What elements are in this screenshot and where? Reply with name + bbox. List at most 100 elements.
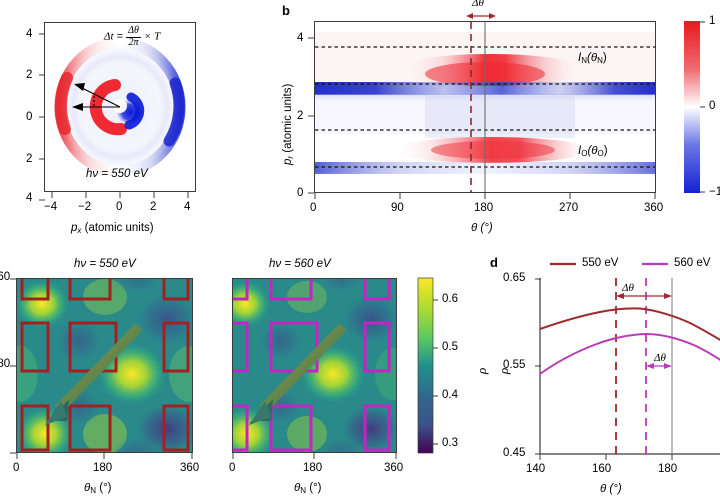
panel-b-delta-theta-label: Δθ (472, 0, 484, 9)
panel-d-ytick-045: 0.45 (503, 447, 526, 459)
panel-a-formula-eq: = (116, 30, 124, 43)
panel-b-colorbar (684, 21, 705, 193)
panel-c2-xlabel-main: θ (294, 482, 301, 494)
panel-b-heatmap (315, 22, 655, 192)
panel-b-label-IN-close: ) (602, 52, 607, 64)
panel-c-xlabel-sub: N (90, 486, 97, 495)
panel-b-label-IO-main: I (578, 145, 582, 157)
panel-c2-title: hν = 560 eV (269, 258, 331, 270)
panel-d-xtick-140: 140 (526, 463, 546, 475)
panel-a-energy-label: hν = 550 eV (86, 168, 148, 180)
panel-a-xaxis (51, 192, 189, 198)
panel-c-xtick-360: 360 (180, 462, 200, 474)
panel-b-xtick-180: 180 (474, 202, 494, 214)
panel-b-xtick-0: 0 (310, 202, 317, 214)
panel-b-ytick-4: 4 (297, 32, 304, 44)
panel-b-label-IO-argsub: O (597, 149, 604, 158)
panel-a-xtick-0: −4 (44, 201, 58, 213)
panel-c2: hν = 560 eV (229, 250, 412, 504)
panel-c-ytick-180: 180 (0, 358, 11, 370)
panel-c2-xaxis (232, 453, 397, 459)
panel-d-letter: d (490, 255, 498, 270)
panel-b-label-IN-argsub: N (597, 56, 603, 65)
panel-c-ytick-360: 360 (0, 271, 11, 283)
panel-d-legend-swatch-550 (550, 262, 576, 266)
panel-d-curve-560 (539, 332, 720, 375)
rho-cbar-tick-05: 0.5 (442, 341, 458, 353)
panel-d-delta-theta-label-2: Δθ (654, 352, 666, 364)
panel-a-xlabel-main: p (71, 222, 78, 234)
panel-a-yaxis (39, 33, 45, 201)
panel-b-cbar-tick-m1: −1 (709, 186, 720, 198)
panel-a-xtick-3: 2 (150, 201, 157, 213)
panel-b-letter: b (282, 3, 290, 18)
panel-b-label-IN: IN(θN) (578, 52, 607, 65)
panel-d-legend-swatch-560 (642, 262, 668, 266)
panel-b-xlabel: θ (°) (471, 222, 493, 234)
panel-c2-heatmap (233, 279, 396, 452)
panel-b-xtick-90: 90 (391, 202, 404, 214)
panel-c-heatmap (17, 279, 192, 452)
panel-a: Δt = Δθ 2π × T hν = 550 eV 4 2 0 2 4 (0, 0, 268, 250)
panel-a-xtick-4: 4 (184, 201, 191, 213)
panel-c-yaxis (10, 278, 16, 454)
panel-c2-arrow-group (249, 323, 347, 425)
panel-c: hν = 550 eV (0, 250, 232, 504)
panel-c2-plot-frame (232, 278, 397, 453)
panel-a-heatmap (54, 37, 186, 177)
panel-b-delta-theta-arrow (466, 13, 496, 19)
panel-b-ylabel: pr (atomic units) (282, 84, 295, 165)
panel-b: b (268, 0, 720, 250)
panel-c2-xtick-180: 180 (303, 462, 323, 474)
panel-d-xlabel: θ (°) (600, 483, 622, 495)
panel-d-yaxis (535, 278, 541, 455)
rho-cbar-tick-03: 0.3 (442, 437, 458, 449)
panel-d-legend-label-550: 550 eV (582, 257, 619, 269)
panel-b-ylabel-sub: r (286, 155, 295, 159)
panel-a-ytick-4: 4 (26, 192, 33, 204)
panel-c2-xlabel: θN (°) (294, 482, 322, 495)
panel-b-label-IO-close: ) (603, 145, 608, 157)
rho-cbar-tick-04: 0.4 (442, 389, 458, 401)
panel-b-label-IO: IO(θO) (578, 145, 608, 158)
panel-c2-xtick-0: 0 (229, 462, 236, 474)
panel-a-ytick-0: 4 (26, 28, 33, 40)
panel-c2-xtick-360: 360 (384, 462, 404, 474)
panel-d-delta-arrow-1 (616, 293, 672, 299)
panel-b-ytick-0: 0 (297, 187, 304, 199)
panel-c-xtick-0: 0 (13, 462, 20, 474)
panel-c-xlabel-units: (°) (99, 482, 112, 494)
panel-a-xlabel-units: (atomic units) (84, 222, 154, 234)
panel-a-ytick-2: 0 (26, 111, 33, 123)
panel-b-label-IO-sub: O (581, 149, 588, 158)
panel-b-xaxis (314, 193, 656, 199)
panel-b-ylabel-main: p (282, 158, 294, 165)
panel-c2-xlabel-units: (°) (309, 482, 322, 494)
panel-d-ylabel: ρ (496, 367, 511, 374)
panel-b-xtick-270: 270 (559, 202, 579, 214)
panel-a-xlabel-sub: x (77, 226, 82, 235)
panel-a-xtick-1: −2 (78, 201, 92, 213)
panel-d-ytick-065: 0.65 (503, 272, 526, 284)
panel-d-curve-550 (539, 307, 720, 341)
panel-d-ytick-055: 0.55 (503, 359, 526, 371)
panel-b-cbar-tick-0: 0 (709, 100, 716, 112)
panel-a-formula-numerator: Δθ (126, 25, 141, 38)
panel-d-delta-arrow-2 (646, 363, 672, 369)
panel-c-arrow-group (45, 323, 143, 425)
panel-d: d 550 eV 560 eV (482, 250, 720, 504)
panel-a-formula-times: × T (143, 30, 161, 43)
panel-c-plot-frame (16, 278, 193, 453)
panel-b-label-IN-arg: (θ (586, 52, 598, 64)
panel-b-label-IN-main: I (578, 52, 582, 64)
panel-b-yaxis (308, 37, 314, 194)
panel-a-ytick-1: 2 (26, 69, 33, 81)
panel-b-ytick-2: 2 (297, 110, 304, 122)
panel-d-plot (539, 278, 720, 455)
panel-a-xtick-2: 0 (116, 201, 123, 213)
panel-c-xtick-180: 180 (93, 462, 113, 474)
rho-colorbar (417, 277, 438, 454)
panel-c-xaxis (16, 453, 193, 459)
panel-d-xtick-180: 180 (658, 463, 678, 475)
